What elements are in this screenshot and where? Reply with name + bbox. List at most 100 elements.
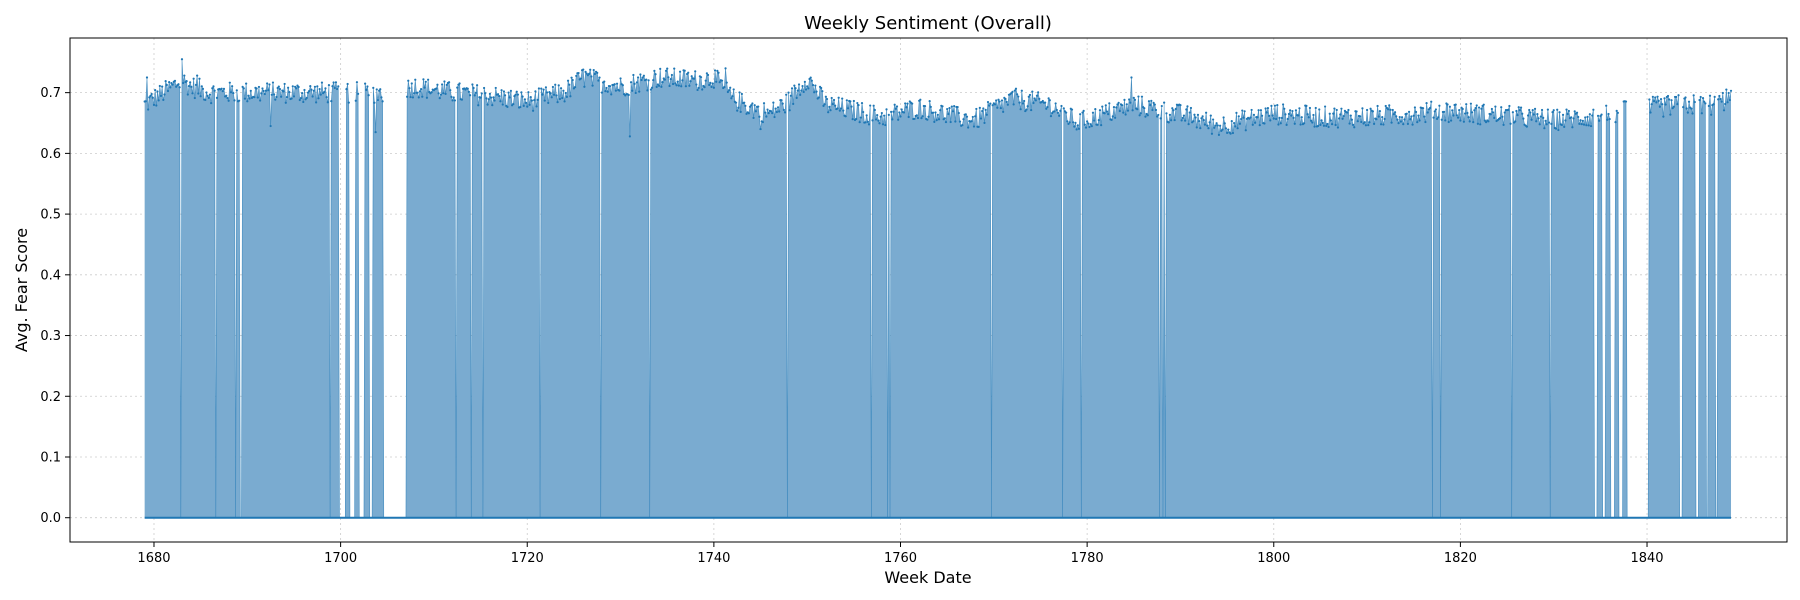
data-point	[1624, 100, 1628, 103]
data-point	[206, 94, 209, 98]
data-point	[256, 96, 259, 99]
data-point	[312, 89, 315, 92]
data-point	[288, 91, 291, 94]
data-point	[1266, 106, 1270, 110]
data-point	[1250, 108, 1253, 112]
data-point	[534, 90, 537, 93]
data-point	[166, 89, 170, 93]
data-point	[1075, 128, 1078, 131]
data-point	[278, 87, 282, 91]
data-point	[663, 78, 666, 81]
data-point	[766, 108, 769, 111]
data-point	[1514, 120, 1517, 123]
data-point	[285, 96, 289, 99]
data-point	[837, 96, 840, 99]
data-point	[1473, 109, 1476, 112]
data-point	[1437, 116, 1440, 119]
data-point	[939, 109, 942, 112]
data-point	[154, 88, 157, 92]
data-point	[713, 69, 717, 72]
data-point	[406, 95, 409, 98]
data-point	[175, 85, 178, 88]
data-point	[1474, 107, 1477, 110]
data-point	[1467, 116, 1470, 119]
data-point	[1132, 96, 1135, 99]
data-point	[1091, 111, 1095, 114]
y-tick-label: 0.2	[40, 390, 61, 405]
data-point	[159, 94, 163, 97]
data-point	[1181, 116, 1184, 120]
data-point	[556, 100, 559, 104]
data-point	[318, 87, 321, 91]
data-point	[782, 108, 785, 112]
data-point	[829, 109, 832, 112]
data-point	[522, 104, 525, 107]
data-point	[274, 98, 277, 101]
data-point	[635, 81, 638, 84]
data-point	[1290, 114, 1293, 117]
data-point	[852, 99, 855, 103]
data-point	[213, 89, 216, 92]
data-point	[703, 86, 706, 89]
data-point	[884, 123, 887, 127]
data-point	[1023, 99, 1026, 103]
data-point	[965, 115, 969, 118]
data-point	[1157, 113, 1160, 117]
data-point	[1273, 104, 1277, 107]
data-point	[858, 121, 861, 124]
data-point	[1424, 120, 1427, 124]
data-point	[794, 87, 797, 90]
data-point	[1675, 95, 1678, 99]
data-point	[424, 80, 427, 83]
data-point	[631, 89, 634, 92]
data-point	[642, 74, 645, 77]
data-point	[1313, 125, 1316, 128]
data-point	[1285, 123, 1288, 126]
data-point	[573, 86, 577, 89]
data-point	[320, 81, 324, 84]
data-point	[946, 107, 949, 111]
data-point	[970, 120, 973, 123]
data-point	[650, 86, 654, 89]
data-point	[1088, 125, 1091, 129]
data-point	[499, 100, 502, 103]
data-point	[330, 100, 333, 103]
data-point	[204, 98, 207, 101]
data-point	[671, 82, 675, 86]
data-point	[1432, 116, 1435, 119]
data-point	[1533, 107, 1537, 110]
data-point	[1615, 109, 1618, 113]
data-point	[268, 83, 271, 86]
data-point	[527, 91, 530, 94]
data-point	[1314, 106, 1317, 110]
data-point	[1100, 124, 1103, 127]
data-point	[1363, 121, 1366, 124]
x-tick-label: 1840	[1630, 551, 1663, 566]
data-point	[641, 76, 644, 79]
data-point	[1053, 110, 1056, 113]
data-point	[1252, 113, 1256, 116]
data-point	[1364, 124, 1368, 127]
data-point	[271, 81, 275, 84]
data-point	[571, 78, 574, 82]
data-point	[926, 118, 929, 121]
data-point	[1720, 100, 1723, 103]
data-point	[726, 90, 729, 94]
data-point	[161, 85, 164, 88]
data-point	[225, 94, 228, 97]
data-point	[337, 85, 340, 88]
data-point	[956, 105, 959, 109]
data-point	[416, 91, 419, 94]
data-point	[249, 89, 252, 93]
data-point	[169, 86, 172, 89]
data-point	[245, 82, 248, 85]
data-point	[1117, 101, 1120, 104]
data-point	[156, 90, 159, 93]
data-point	[550, 96, 553, 99]
data-point	[301, 92, 304, 95]
y-tick-label: 0.7	[40, 86, 61, 101]
data-point	[915, 114, 918, 117]
data-point	[536, 98, 539, 101]
data-point	[927, 115, 930, 118]
data-point	[1556, 108, 1559, 111]
